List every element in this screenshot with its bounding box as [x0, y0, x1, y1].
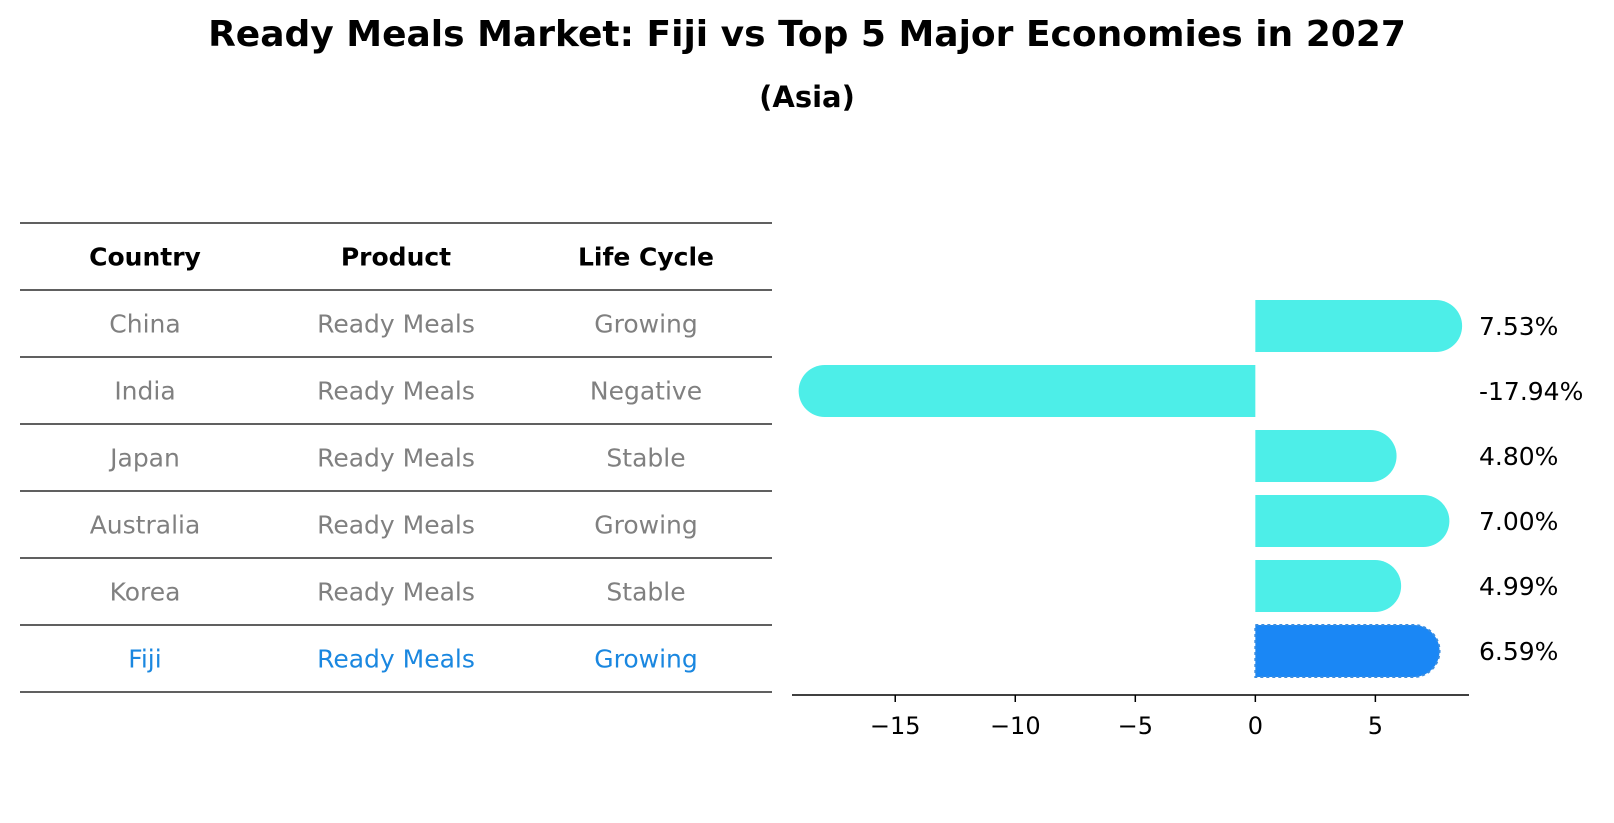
- table-cell: Japan: [108, 444, 180, 473]
- bar: [798, 365, 1256, 417]
- chart-subtitle: (Asia): [759, 80, 855, 114]
- table-cell: India: [114, 377, 175, 406]
- bar: [1255, 430, 1397, 482]
- bar: [1255, 560, 1402, 612]
- table-cell: Ready Meals: [317, 511, 475, 540]
- bar-value-label: 7.00%: [1479, 507, 1558, 536]
- table-cell: Ready Meals: [317, 645, 475, 674]
- table-cell: Ready Meals: [317, 578, 475, 607]
- table-cell: Ready Meals: [317, 310, 475, 339]
- table-cell: Negative: [590, 377, 702, 406]
- table-cell: Stable: [606, 444, 685, 473]
- table-header-cell: Life Cycle: [578, 243, 714, 272]
- table-cell: Growing: [594, 511, 698, 540]
- table-cell: Growing: [594, 310, 698, 339]
- x-tick-label: −10: [990, 712, 1041, 740]
- bar-value-label: 7.53%: [1479, 312, 1558, 341]
- table-cell: Fiji: [128, 645, 161, 674]
- chart-title: Ready Meals Market: Fiji vs Top 5 Major …: [208, 14, 1406, 55]
- bar: [1254, 624, 1441, 678]
- bar: [1255, 300, 1463, 352]
- bar: [1255, 495, 1450, 547]
- bar-value-label: -17.94%: [1479, 377, 1583, 406]
- table-cell: Growing: [594, 645, 698, 674]
- table-cell: Stable: [606, 578, 685, 607]
- table-cell: Korea: [110, 578, 181, 607]
- table-cell: Ready Meals: [317, 377, 475, 406]
- bar-chart: 7.53% -17.94% 4.80% 7.00% 4.99% 6.59% −15 −10 −5…: [792, 300, 1583, 740]
- table-cell: Ready Meals: [317, 444, 475, 473]
- data-table: Country Product Life Cycle China Ready Meals…: [20, 222, 772, 693]
- x-tick-label: 5: [1368, 712, 1383, 740]
- table-header-cell: Product: [341, 243, 451, 272]
- x-tick-label: −5: [1118, 712, 1153, 740]
- table-cell: China: [109, 310, 180, 339]
- table-cell: Australia: [90, 511, 201, 540]
- bar-value-label: 4.80%: [1479, 442, 1558, 471]
- table-header-cell: Country: [89, 243, 201, 272]
- x-tick-label: −15: [870, 712, 921, 740]
- bar-value-label: 6.59%: [1479, 637, 1558, 666]
- bar-value-label: 4.99%: [1479, 572, 1558, 601]
- x-tick-label: 0: [1248, 712, 1263, 740]
